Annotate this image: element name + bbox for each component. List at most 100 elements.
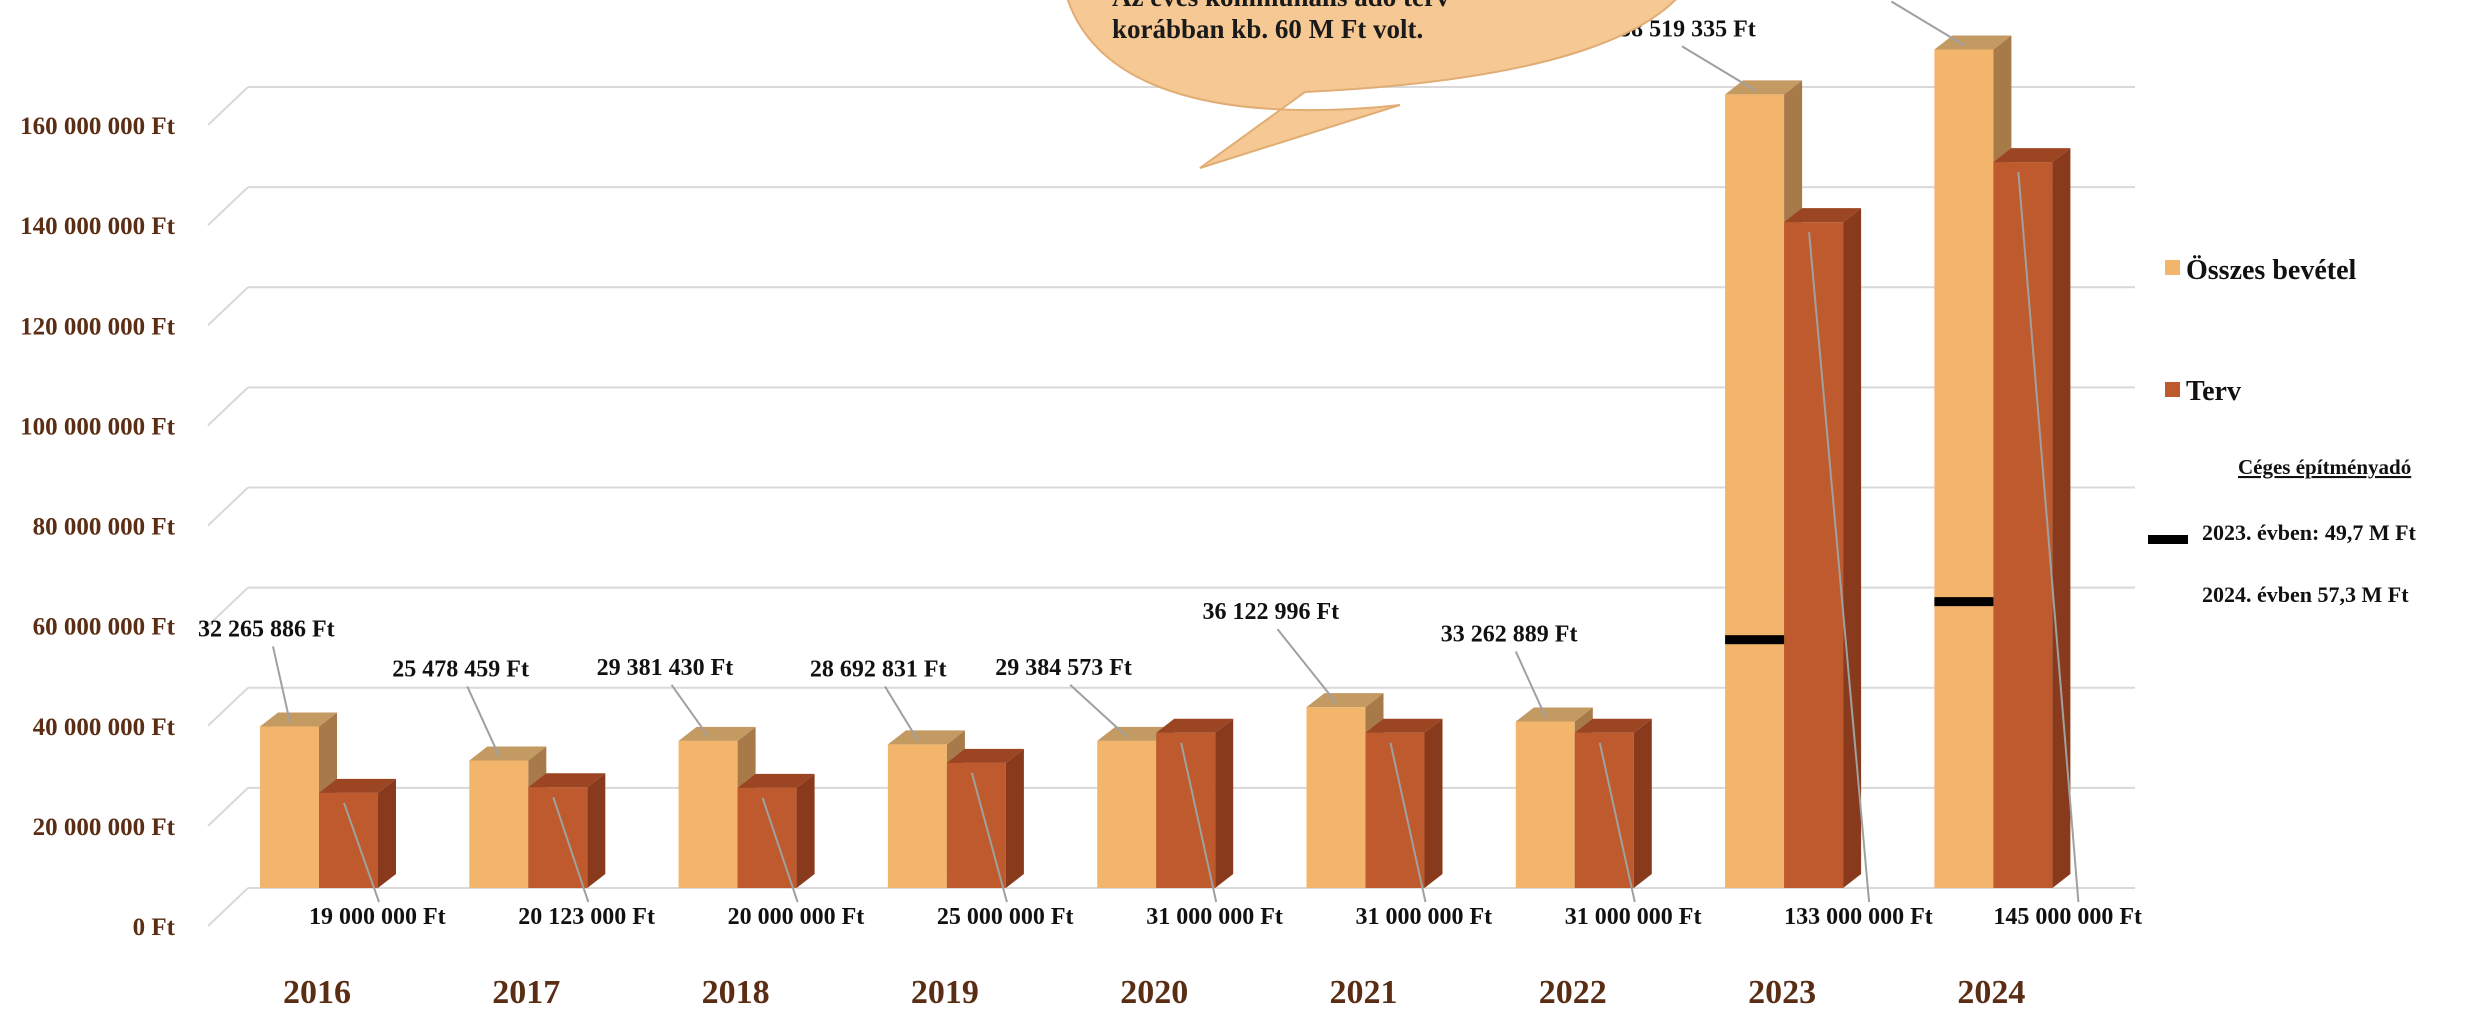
bar-total-2017-top — [469, 746, 547, 761]
data-label-plan-2020: 31 000 000 Ft — [1146, 904, 1283, 930]
bar-plan-2024 — [1993, 148, 2071, 888]
y-tick-label: 60 000 000 Ft — [33, 614, 176, 641]
bar-plan-2017-top — [528, 773, 606, 788]
gridline-diagonal — [207, 286, 249, 326]
leader-line-plan — [1808, 232, 1871, 903]
data-label-total-2019: 28 692 831 Ft — [810, 656, 947, 682]
x-tick-label-2016: 2016 — [283, 974, 351, 1010]
bar-total-2020-top — [1097, 726, 1175, 741]
gridline-diagonal — [207, 586, 249, 627]
bar-plan-2016 — [319, 778, 396, 888]
data-label-plan-2019: 25 000 000 Ft — [937, 904, 1074, 930]
leader-line-plan — [2017, 172, 2080, 903]
x-tick-label-2024: 2024 — [1957, 974, 2025, 1010]
data-label-total-2021: 36 122 996 Ft — [1203, 599, 1340, 625]
leader-line-total — [670, 684, 710, 738]
y-tick-label: 20 000 000 Ft — [33, 814, 176, 841]
bar-plan-2024-front — [1993, 162, 2053, 888]
legend-note-2023: 2023. évben: 49,7 M Ft — [2202, 520, 2417, 545]
bar-plan-2023-side — [1843, 208, 1862, 888]
bar-plan-2018 — [737, 773, 815, 888]
bar-plan-2022-front — [1574, 732, 1634, 888]
leader-line-total — [1681, 45, 1756, 92]
data-label-plan-2022: 31 000 000 Ft — [1565, 904, 1702, 930]
bar-total-2018-front — [678, 740, 738, 888]
leader-line-total — [884, 685, 919, 741]
gridline-diagonal — [207, 386, 249, 427]
bar-total-2020-front — [1097, 740, 1157, 888]
data-label-plan-2016: 19 000 000 Ft — [309, 904, 446, 930]
gridline-diagonal — [207, 186, 249, 226]
marker-2024 — [1934, 597, 1994, 607]
gridline-diagonal — [207, 787, 249, 827]
leader-line-plan — [343, 802, 380, 903]
bar-total-2023-front — [1725, 94, 1785, 888]
bar-plan-2022-top — [1574, 718, 1652, 733]
callout-line-2: korábban kb. 60 M Ft volt. — [1112, 14, 1423, 44]
y-tick-label: 140 000 000 Ft — [20, 213, 176, 240]
bar-plan-2019-side — [1005, 748, 1024, 888]
legend-swatch-total — [2165, 260, 2180, 275]
leader-line-plan — [1598, 742, 1636, 903]
data-label-plan-2024: 145 000 000 Ft — [1993, 904, 2142, 930]
x-tick-label-2017: 2017 — [492, 974, 560, 1010]
bars-layer — [260, 35, 2071, 888]
bar-plan-2024-side — [2052, 148, 2071, 888]
callout-shape — [1066, 0, 1677, 169]
bar-plan-2023-front — [1784, 222, 1844, 888]
bar-total-2016-top — [260, 712, 337, 727]
bar-plan-2021-top — [1365, 718, 1443, 733]
x-tick-label-2020: 2020 — [1120, 974, 1188, 1010]
callout-bubble: Az éves kommunális adó terv korábban kb.… — [1066, 0, 1677, 169]
legend-label-total: Összes bevétel — [2186, 255, 2357, 286]
bar-plan-2022-side — [1633, 718, 1652, 888]
leader-line-total — [1069, 684, 1128, 738]
leader-line-total — [1514, 651, 1547, 718]
x-tick-label-2019: 2019 — [911, 974, 979, 1010]
data-label-total-2017: 25 478 459 Ft — [392, 656, 529, 682]
y-tick-label: 40 000 000 Ft — [33, 714, 176, 741]
leader-line-plan — [1389, 742, 1427, 903]
bar-plan-2017 — [528, 773, 606, 888]
bar-plan-2019-top — [946, 748, 1024, 763]
bar-total-2021-top — [1306, 693, 1384, 708]
bar-plan-2023-top — [1784, 208, 1862, 223]
leader-line-plan — [552, 796, 590, 903]
x-tick-label-2018: 2018 — [702, 974, 770, 1010]
leader-line-total — [272, 646, 291, 723]
data-label-total-2018: 29 381 430 Ft — [597, 655, 734, 681]
bar-total-2019-front — [887, 744, 947, 888]
gridline-diagonal — [207, 687, 249, 727]
bar-plan-2023 — [1784, 208, 1862, 888]
data-label-total-2016: 32 265 886 Ft — [198, 616, 335, 642]
gridline-diagonal — [207, 86, 249, 126]
legend: Összes bevétel Terv Céges építményadó 20… — [2148, 255, 2417, 607]
x-tick-label-2022: 2022 — [1539, 974, 1607, 1010]
x-tick-label-2023: 2023 — [1748, 974, 1816, 1010]
bar-total-2022-top — [1515, 707, 1593, 722]
bar-plan-2020-front — [1156, 732, 1216, 888]
marker-2023 — [1725, 635, 1785, 645]
y-axis-ticks: 0 Ft 20 000 000 Ft 40 000 000 Ft 60 000 000… — [20, 113, 176, 941]
callout-line-1: Az éves kommunális adó terv — [1112, 0, 1450, 12]
y-tick-label: 100 000 000 Ft — [20, 413, 176, 440]
leader-line-total — [1276, 628, 1338, 704]
bar-total-2019-top — [887, 730, 965, 745]
legend-swatch-plan — [2165, 382, 2180, 397]
y-tick-label: 80 000 000 Ft — [33, 514, 176, 541]
bar-plan-2017-side — [587, 773, 606, 888]
bar-plan-2016-top — [319, 778, 396, 793]
x-axis-ticks: 2016 2017 2018 2019 2020 2021 2022 2023 2024 — [283, 974, 2025, 1011]
bar-total-2018-top — [678, 726, 756, 741]
bar-plan-2019-front — [946, 762, 1006, 888]
bar-plan-2021-side — [1424, 718, 1443, 888]
bar-plan-2020 — [1156, 718, 1234, 888]
data-label-total-2022: 33 262 889 Ft — [1441, 621, 1578, 647]
data-label-plan-2023: 133 000 000 Ft — [1784, 904, 1933, 930]
data-label-total-2020: 29 384 573 Ft — [995, 655, 1132, 681]
legend-note-title: Céges építményadó — [2238, 455, 2411, 479]
data-labels-layer: 32 265 886 Ft 19 000 000 Ft 25 478 459 Ft 2… — [198, 0, 2142, 930]
leader-line-plan — [761, 797, 799, 903]
